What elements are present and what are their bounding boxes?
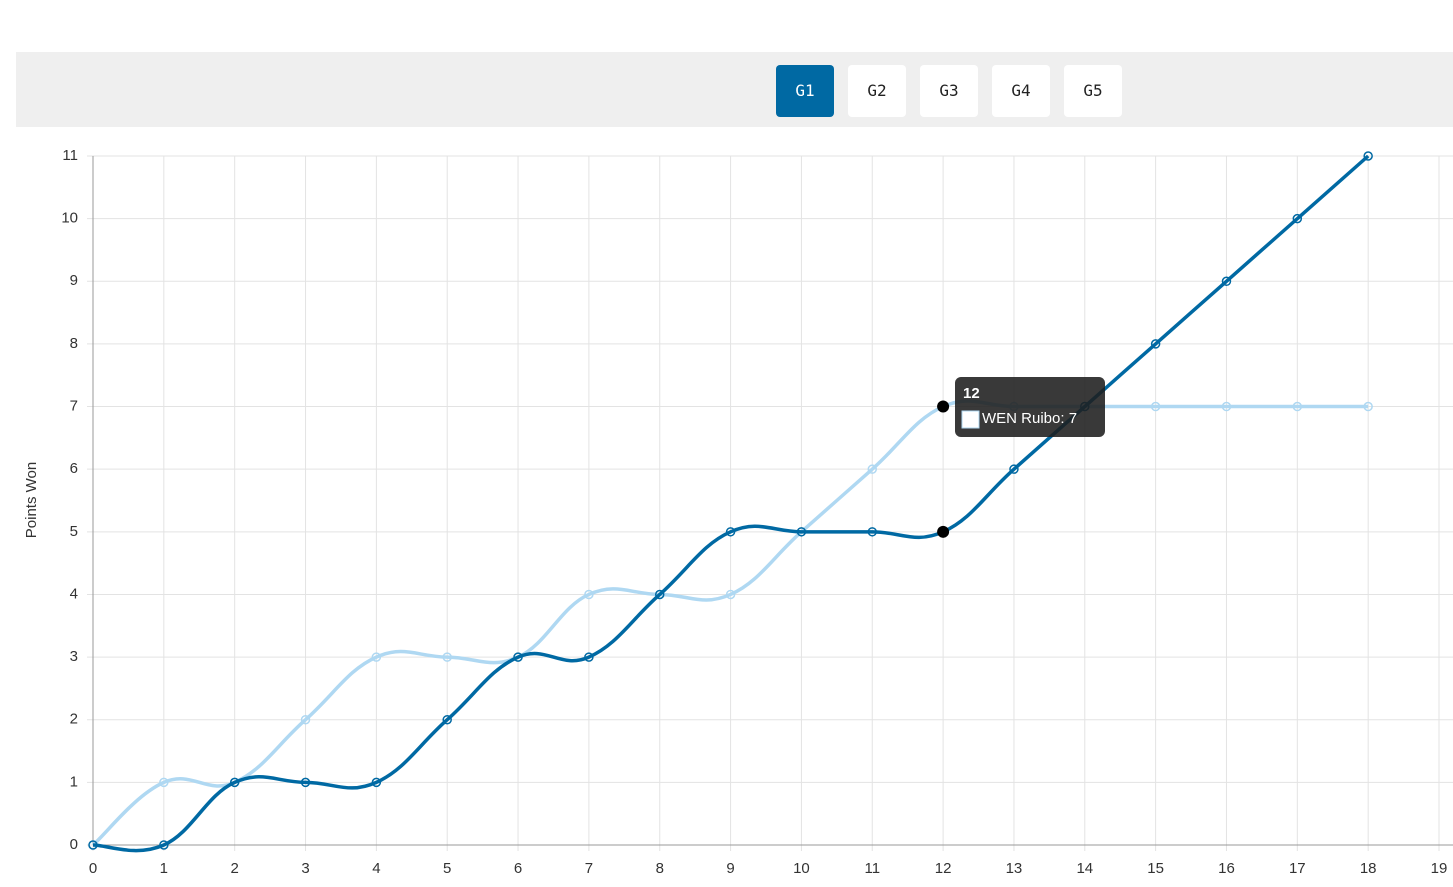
x-tick-label: 1 [160, 860, 168, 877]
data-point [1363, 151, 1373, 161]
x-tick-label: 16 [1218, 860, 1235, 877]
y-tick-label: 10 [61, 210, 78, 227]
x-tick-label: 14 [1076, 860, 1093, 877]
x-tick-label: 8 [656, 860, 664, 877]
x-tick-label: 5 [443, 860, 451, 877]
data-point [159, 777, 169, 788]
data-point [584, 589, 594, 600]
x-tick-label: 19 [1431, 860, 1448, 877]
y-tick-label: 7 [70, 398, 78, 415]
data-point [300, 714, 311, 725]
data-point [159, 840, 169, 850]
data-point [1221, 401, 1232, 412]
data-point [584, 652, 594, 662]
y-tick-label: 4 [70, 585, 78, 602]
x-tick-label: 10 [793, 860, 810, 877]
x-tick-label: 18 [1360, 860, 1377, 877]
tooltip-title: 12 [963, 385, 980, 402]
data-point [725, 527, 736, 537]
x-tick-label: 4 [372, 860, 380, 877]
data-point [442, 652, 452, 662]
data-point [229, 777, 240, 788]
x-tick-label: 3 [301, 860, 309, 877]
game-tab[interactable]: G1 [776, 65, 834, 117]
tooltip-box [955, 377, 1105, 437]
x-tick-label: 17 [1289, 860, 1306, 877]
game-tabs: G1 G2 G3 G4 G5 [16, 52, 1453, 127]
series-line [92, 154, 1370, 853]
y-tick-label: 11 [62, 147, 78, 164]
data-point [1150, 339, 1161, 349]
x-tick-label: 0 [89, 860, 97, 877]
data-point [371, 652, 382, 662]
x-tick-label: 2 [231, 860, 239, 877]
tooltip-swatch [961, 410, 980, 429]
data-point [513, 652, 523, 662]
x-tick-label: 6 [514, 860, 522, 877]
data-point [867, 464, 878, 474]
data-point [1363, 401, 1373, 412]
data-point [442, 714, 452, 725]
y-tick-label: 5 [70, 523, 78, 540]
game-tab[interactable]: G5 [1064, 65, 1122, 117]
y-tick-label: 1 [70, 773, 78, 790]
data-point [654, 589, 665, 600]
data-point [796, 527, 807, 537]
data-point [1292, 401, 1303, 412]
y-tick-label: 2 [70, 711, 78, 728]
y-tick-label: 3 [70, 648, 78, 665]
y-tick-label: 8 [70, 335, 78, 352]
data-point [1221, 276, 1232, 287]
data-point [300, 777, 311, 788]
data-point [371, 777, 382, 788]
y-tick-label: 9 [70, 272, 78, 289]
y-tick-label: 0 [70, 836, 78, 853]
highlight-point [937, 525, 950, 538]
data-point [1009, 464, 1019, 474]
x-tick-label: 13 [1006, 860, 1023, 877]
x-tick-label: 7 [585, 860, 593, 877]
tooltip-label: WEN Ruibo: 7 [982, 410, 1077, 427]
x-tick-label: 12 [935, 860, 952, 877]
data-point [725, 589, 736, 600]
game-tab[interactable]: G2 [848, 65, 906, 117]
data-point [1292, 213, 1303, 224]
game-tab[interactable]: G3 [920, 65, 978, 117]
data-point [1150, 401, 1161, 412]
data-point [867, 527, 878, 537]
y-tick-label: 6 [70, 460, 78, 477]
y-axis-title: Points Won [23, 462, 40, 538]
highlight-point [937, 400, 950, 413]
x-tick-label: 11 [864, 860, 880, 877]
x-tick-label: 9 [726, 860, 734, 877]
x-tick-label: 15 [1147, 860, 1164, 877]
data-point [88, 840, 98, 850]
game-tab[interactable]: G4 [992, 65, 1050, 117]
